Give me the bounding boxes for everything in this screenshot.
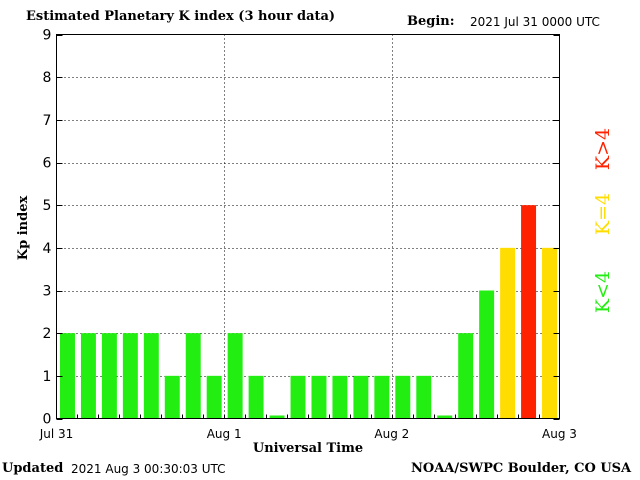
kp-bar (332, 375, 348, 419)
x-tick-label: Aug 3 (542, 427, 577, 441)
kp-bar (290, 375, 306, 419)
y-tick-label: 5 (43, 198, 52, 214)
grid-lines (56, 34, 560, 419)
kp-bar (353, 375, 369, 419)
kp-bar (143, 333, 159, 419)
legend-k-below-4: K<4 (592, 271, 614, 313)
updated-label: Updated (2, 461, 64, 476)
kp-bar (164, 375, 180, 419)
y-tick-label: 9 (43, 28, 52, 44)
y-tick-label: 0 (43, 412, 52, 428)
kp-bar (269, 415, 285, 419)
legend-k-equals-4: K=4 (592, 193, 614, 235)
begin-value: 2021 Jul 31 0000 UTC (470, 15, 600, 29)
kp-bar (185, 333, 201, 419)
kp-bar (101, 333, 117, 419)
kp-bar (458, 333, 474, 419)
legend-k-above-4: K>4 (592, 128, 614, 170)
kp-bar (500, 247, 516, 419)
x-tick-labels: Jul 31 Aug 1 Aug 2 Aug 3 (39, 427, 577, 441)
y-tick-label: 1 (43, 369, 52, 385)
begin-label: Begin: (407, 14, 455, 29)
y-tick-label: 7 (43, 113, 52, 129)
y-axis-label: Kp index (16, 196, 31, 261)
x-tick-label: Aug 2 (374, 427, 409, 441)
kp-bar (479, 290, 495, 419)
chart-title: Estimated Planetary K index (3 hour data… (26, 9, 336, 24)
axis-ticks (56, 35, 560, 420)
y-tick-label: 6 (43, 156, 52, 172)
updated-value: 2021 Aug 3 00:30:03 UTC (71, 462, 226, 476)
kp-bar (311, 375, 327, 419)
kp-bar (206, 375, 222, 419)
kp-bar (60, 333, 75, 419)
kp-bar (248, 375, 264, 419)
kp-bar (374, 375, 390, 419)
y-tick-label: 2 (43, 326, 52, 342)
kp-bar (521, 205, 537, 419)
kp-bar (437, 415, 453, 419)
y-tick-label: 8 (43, 70, 52, 86)
credit-text: NOAA/SWPC Boulder, CO USA (411, 461, 632, 476)
kp-bar (227, 333, 243, 419)
x-axis-label: Universal Time (253, 441, 363, 456)
x-tick-label: Aug 1 (207, 427, 242, 441)
x-tick-label: Jul 31 (39, 427, 74, 441)
kp-bar (80, 333, 96, 419)
kp-bar (395, 375, 411, 419)
y-tick-label: 4 (43, 241, 52, 257)
kp-bar (416, 375, 432, 419)
y-tick-labels: 0 1 2 3 4 5 6 7 8 9 (43, 28, 52, 428)
kp-bar (122, 333, 138, 419)
kp-bar (542, 247, 557, 419)
y-tick-label: 3 (43, 284, 52, 300)
bars-group (60, 205, 557, 419)
